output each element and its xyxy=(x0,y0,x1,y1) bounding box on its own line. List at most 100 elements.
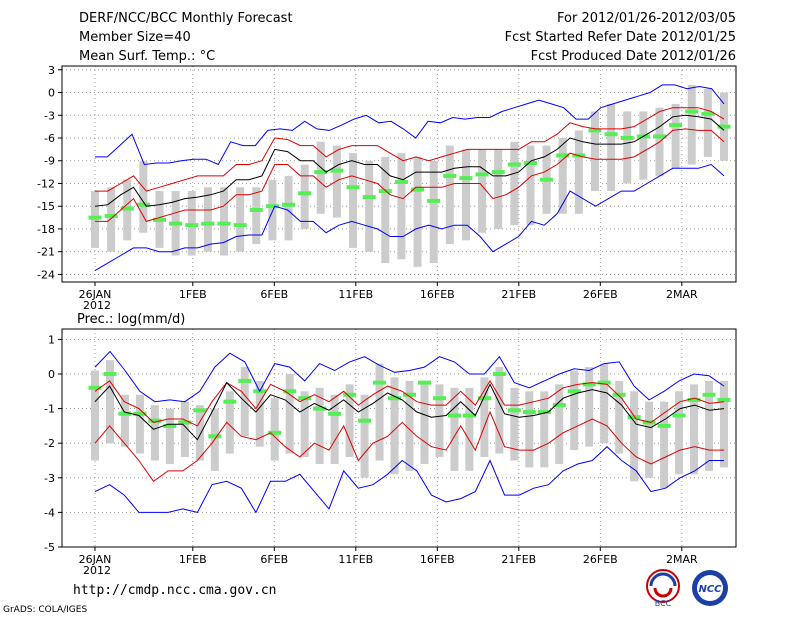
median-marker xyxy=(447,413,461,418)
median-marker xyxy=(627,415,641,420)
ensemble-bar xyxy=(270,398,279,461)
ensemble-bar xyxy=(494,149,503,229)
x-tick-label: 26JAN xyxy=(79,288,112,301)
y-tick-label: -21 xyxy=(37,246,55,259)
median-marker xyxy=(567,389,581,394)
median-marker xyxy=(475,172,489,177)
median-marker xyxy=(492,371,506,376)
y-tick-label: -4 xyxy=(44,506,55,519)
temperature-panel-title: Mean Surf. Temp.: °C xyxy=(79,49,216,64)
x-tick-label: 26FEB xyxy=(583,553,618,566)
median-marker xyxy=(582,382,596,387)
ensemble-bar xyxy=(703,88,712,157)
median-marker xyxy=(388,396,402,401)
median-marker xyxy=(223,399,237,404)
ensemble-bar xyxy=(332,145,341,218)
ensemble-bar xyxy=(540,391,549,468)
forecast-produced-label: Fcst Produced Date 2012/01/26 xyxy=(530,49,736,64)
median-marker xyxy=(403,392,416,397)
ensemble-bar xyxy=(450,387,459,471)
median-marker xyxy=(343,392,357,397)
median-marker xyxy=(104,214,118,219)
forecast-started-label: Fcst Started Refer Date 2012/01/25 xyxy=(504,30,736,45)
x-tick-label: 16FEB xyxy=(420,553,455,566)
median-marker xyxy=(208,434,222,439)
ensemble-bar xyxy=(660,401,669,489)
ensemble-bar xyxy=(390,377,399,475)
median-marker xyxy=(411,187,425,192)
median-marker xyxy=(268,430,282,435)
y-tick-label: -1 xyxy=(44,403,55,416)
y-tick-label: -15 xyxy=(37,200,55,213)
median-marker xyxy=(314,170,328,175)
ensemble-bar xyxy=(495,367,504,454)
median-marker xyxy=(328,411,342,416)
ensemble-bar xyxy=(316,141,325,214)
median-marker xyxy=(717,124,731,129)
series-q-high-line xyxy=(95,107,725,192)
x-tick-label: 1FEB xyxy=(179,288,207,301)
plot-frame xyxy=(61,65,737,283)
series-q-high-line xyxy=(94,379,725,427)
y-tick-label: -5 xyxy=(44,541,55,554)
median-marker xyxy=(373,380,387,385)
ensemble-bar xyxy=(675,391,684,475)
ensemble-bar xyxy=(165,408,174,464)
median-marker xyxy=(249,208,263,212)
median-marker xyxy=(537,410,551,415)
median-marker xyxy=(148,418,162,423)
ensemble-bar xyxy=(349,153,358,248)
ensemble-bar xyxy=(720,380,728,468)
median-marker xyxy=(394,179,408,184)
x-tick-label: 11FEB xyxy=(338,288,373,301)
ensemble-bar xyxy=(255,380,264,447)
ensemble-bar xyxy=(590,111,599,192)
median-marker xyxy=(217,221,231,226)
x-tick-label: 26FEB xyxy=(583,288,618,301)
median-marker xyxy=(283,389,297,394)
ensemble-bar xyxy=(105,360,114,444)
median-marker xyxy=(193,408,207,413)
median-marker xyxy=(588,128,602,133)
x-tick-label: 2MAR xyxy=(666,553,698,566)
forecast-period-label: For 2012/01/26-2012/03/05 xyxy=(557,11,736,26)
median-marker xyxy=(672,413,686,418)
median-marker xyxy=(346,185,360,190)
ensemble-bar xyxy=(690,384,699,475)
ensemble-bar xyxy=(268,179,277,241)
ensemble-bar xyxy=(252,187,261,245)
series-min-line xyxy=(94,163,725,272)
median-marker xyxy=(185,223,199,228)
ensemble-bar xyxy=(225,391,234,454)
x-tick-label: 26JAN xyxy=(79,553,112,566)
y-tick-label: -3 xyxy=(44,472,55,485)
ensemble-bar xyxy=(375,363,384,461)
ensemble-bar xyxy=(630,391,639,482)
median-marker xyxy=(597,380,611,385)
series-min-line xyxy=(94,446,724,514)
median-marker xyxy=(459,176,473,181)
median-marker xyxy=(669,123,683,128)
median-marker xyxy=(417,380,431,385)
median-marker xyxy=(604,132,618,137)
ensemble-bar xyxy=(705,380,714,471)
series-q-low-line xyxy=(95,128,725,222)
median-marker xyxy=(702,392,716,397)
ensemble-bar xyxy=(236,187,245,252)
chart-panel-1: 3 0 -3 -6 -9 -12 -15 -18 -21 -24 26JAN 1FEB 6FEB 11FE… xyxy=(37,64,737,312)
median-marker xyxy=(556,153,570,158)
ensemble-bar xyxy=(510,387,519,461)
ncc-logo: NCC xyxy=(692,570,728,606)
series-max-line xyxy=(94,350,725,403)
ensemble-bar xyxy=(139,160,148,233)
source-url[interactable]: http://cmdp.ncc.cma.gov.cn xyxy=(73,583,277,598)
figure-title: DERF/NCC/BCC Monthly Forecast xyxy=(79,11,293,26)
series-mean-line xyxy=(94,114,725,207)
ensemble-bar xyxy=(135,394,144,454)
median-marker xyxy=(201,221,215,226)
y-tick-label: -6 xyxy=(44,132,55,145)
bcc-logo-text: BCC xyxy=(655,599,672,608)
x-tick-label: 21FEB xyxy=(501,553,536,566)
median-marker xyxy=(657,423,671,428)
